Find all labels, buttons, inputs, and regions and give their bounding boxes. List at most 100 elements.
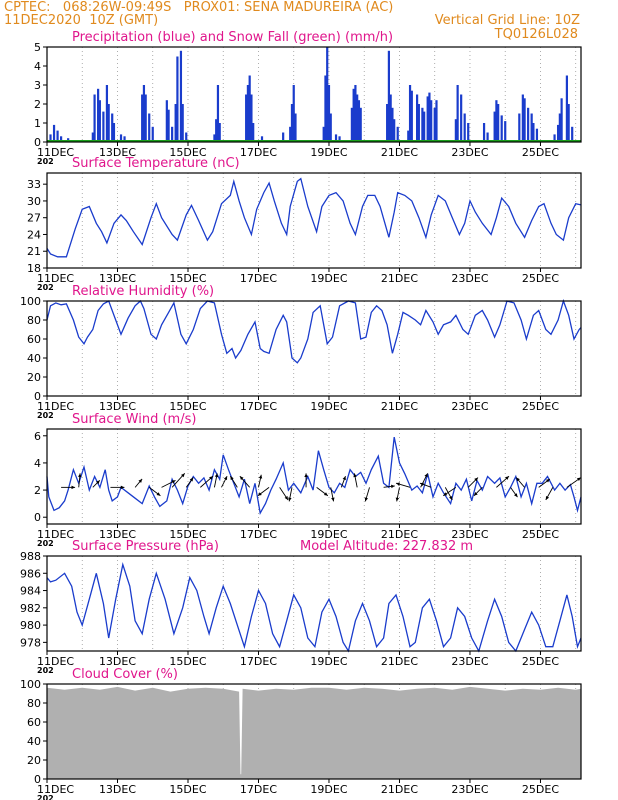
wind-year-stub: 202 — [37, 539, 54, 548]
wind-ytick-label: 0 — [34, 511, 41, 524]
rh-xtick-label: 11DEC — [37, 400, 74, 413]
precip-bar — [334, 134, 338, 142]
precip-panel — [43, 46, 582, 146]
wind-vector-head — [342, 476, 346, 481]
precip-bar — [218, 123, 221, 142]
precip-ytick-label: 2 — [34, 98, 41, 111]
header-grid-line-note: Vertical Grid Line: 10Z — [434, 13, 580, 28]
press-xtick-label: 21DEC — [381, 655, 418, 668]
temp-year-stub: 202 — [37, 283, 54, 292]
precip-bar — [454, 119, 457, 142]
precip-bar — [415, 94, 419, 142]
wind-vector-head — [353, 473, 357, 478]
precip-bar — [518, 113, 521, 142]
precip-bar — [408, 85, 412, 142]
precip-bar — [354, 85, 357, 142]
precip-bar — [530, 113, 533, 142]
press-frame — [46, 555, 582, 652]
wind-vector-head — [424, 473, 428, 478]
press-line — [46, 562, 582, 653]
cloud-title: Cloud Cover (%) — [72, 667, 178, 682]
cloud-xtick-label: 17DEC — [240, 783, 277, 796]
precip-bar — [171, 126, 174, 142]
precip-bar — [56, 130, 59, 142]
precip-bar — [357, 100, 361, 142]
wind-vector-head — [443, 492, 448, 496]
precip-bar — [322, 126, 325, 142]
cloud-xtick-label: 23DEC — [451, 783, 488, 796]
header-code: TQ0126L028 — [494, 27, 578, 42]
rh-year-stub: 202 — [37, 411, 54, 420]
cloud-year-stub: 202 — [37, 794, 54, 800]
rh-ytick-label: 0 — [34, 390, 41, 403]
cloud-frame — [46, 683, 582, 780]
wind-vector-head — [257, 492, 262, 496]
header-station: CPTEC: 068:26W-09:49S PROX01: SENA MADUR… — [4, 0, 394, 15]
wind-vector-head — [78, 473, 82, 478]
precip-bar — [500, 115, 503, 142]
precip-bar — [352, 88, 355, 142]
wind-xtick-label: 23DEC — [451, 528, 488, 541]
press-ytick-label: 984 — [20, 585, 41, 598]
rh-xtick-label: 23DEC — [451, 400, 488, 413]
precip-bar — [326, 47, 329, 142]
precip-bar — [216, 85, 220, 142]
cloud-ytick-label: 100 — [20, 678, 41, 691]
precip-bar — [433, 107, 436, 142]
cloud-xtick-label: 11DEC — [37, 783, 74, 796]
rh-ytick-label: 60 — [27, 333, 41, 346]
precip-bar — [558, 113, 561, 142]
precip-bar — [167, 109, 170, 142]
wind-vector-head — [138, 478, 143, 483]
temp-frame — [46, 172, 582, 269]
precip-bar — [456, 85, 459, 142]
wind-ytick-label: 4 — [34, 457, 41, 470]
precip-ytick-label: 0 — [34, 136, 41, 149]
cloud-ytick-label: 40 — [27, 735, 41, 748]
wind-vector-head — [156, 492, 161, 496]
wind-vector-head — [419, 482, 424, 487]
precip-year-stub: 202 — [37, 157, 54, 166]
precip-bar — [497, 104, 500, 142]
wind-panel — [43, 428, 582, 528]
precip-frame — [46, 46, 582, 143]
precip-bar — [141, 94, 144, 142]
press-xtick-label: 23DEC — [451, 655, 488, 668]
precip-bar — [423, 111, 426, 142]
precip-bar — [174, 104, 177, 142]
precip-xtick-label: 15DEC — [169, 146, 206, 159]
precip-bar — [248, 75, 251, 142]
press-ytick-label: 986 — [20, 567, 41, 580]
precip-bar — [556, 124, 560, 142]
temp-ytick-label: 18 — [27, 262, 41, 275]
press-ytick-label: 982 — [20, 602, 41, 615]
press-xtick-label: 19DEC — [310, 655, 347, 668]
precip-bar — [482, 123, 486, 142]
temp-ytick-label: 33 — [27, 178, 41, 191]
wind-vector-head — [230, 476, 234, 481]
temp-xtick-label: 17DEC — [240, 272, 277, 285]
precip-bar — [521, 94, 524, 142]
wind-vector-head — [96, 480, 100, 485]
precip-bar — [532, 123, 535, 142]
precip-bar — [391, 107, 394, 142]
press-xtick-label: 11DEC — [37, 655, 74, 668]
precip-bar — [282, 132, 285, 142]
wind-line — [46, 436, 582, 516]
wind-vector-head — [473, 491, 478, 496]
temp-xtick-label: 23DEC — [451, 272, 488, 285]
precip-ytick-label: 3 — [34, 79, 41, 92]
precip-bar — [467, 123, 470, 142]
cloud-ytick-label: 60 — [27, 716, 41, 729]
precip-bar — [396, 126, 399, 142]
press-title: Surface Pressure (hPa) — [72, 539, 219, 554]
precip-bar — [460, 94, 463, 142]
precip-bar — [102, 111, 105, 142]
rh-xtick-label: 25DEC — [522, 400, 559, 413]
precip-bar — [213, 134, 216, 142]
precip-bar — [144, 94, 147, 142]
press-xtick-label: 13DEC — [99, 655, 136, 668]
precip-bar — [386, 104, 389, 142]
rh-line — [46, 298, 582, 364]
wind-vector-head — [364, 497, 369, 502]
